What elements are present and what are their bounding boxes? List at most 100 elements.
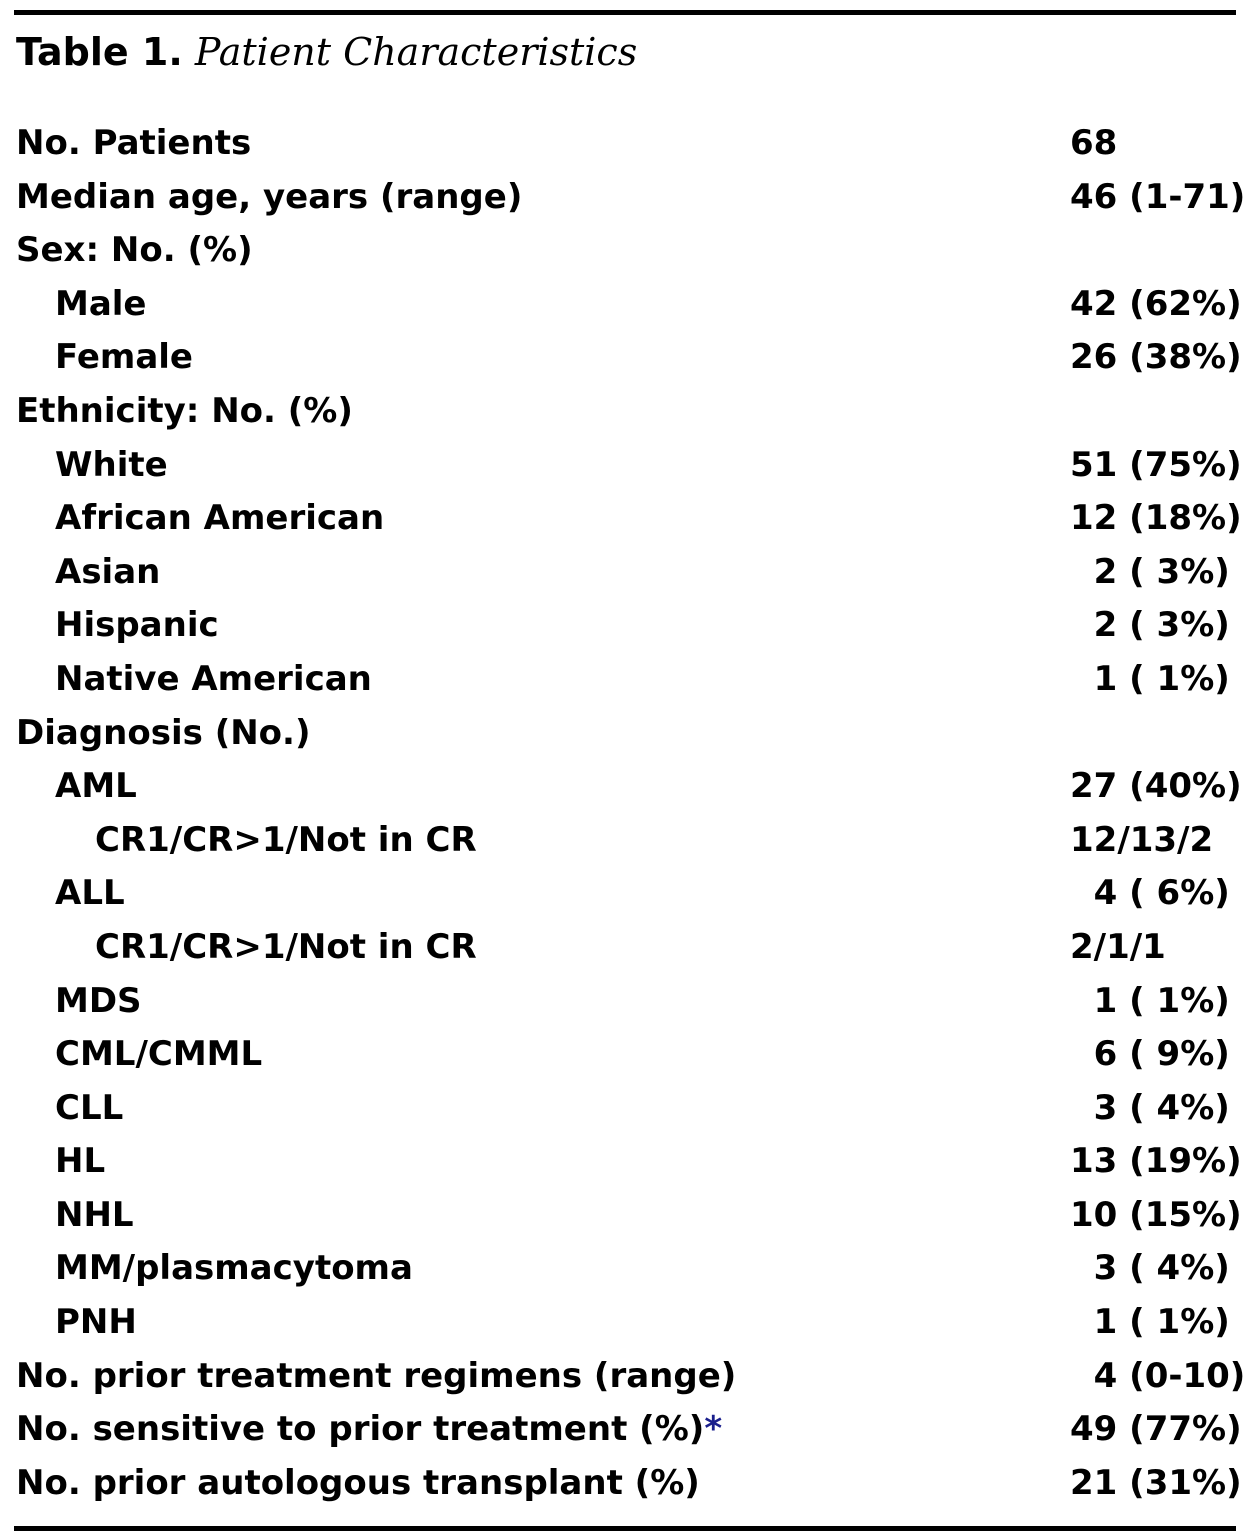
table-row: ALL 4 ( 6%) xyxy=(0,867,1248,921)
row-value: 13 (19%) xyxy=(1070,1141,1242,1182)
row-label: Sex: No. (%) xyxy=(16,224,253,278)
table-row: PNH 1 ( 1%) xyxy=(0,1296,1248,1350)
row-label-text: CR1/CR>1/Not in CR xyxy=(95,819,477,860)
table-row: Asian 2 ( 3%) xyxy=(0,546,1248,600)
row-label-text: No. sensitive to prior treatment (%) xyxy=(16,1409,705,1450)
row-label-text: Ethnicity: No. (%) xyxy=(16,390,353,431)
row-label-text: CML/CMML xyxy=(55,1034,263,1075)
row-value: 6 ( 9%) xyxy=(1070,1034,1230,1075)
row-value: 46 (1-71) xyxy=(1070,176,1246,217)
row-value: 1 ( 1%) xyxy=(1070,658,1230,699)
row-label: NHL xyxy=(55,1189,134,1243)
row-value: 12 (18%) xyxy=(1070,498,1242,539)
row-label-text: Diagnosis (No.) xyxy=(16,712,311,753)
row-label: White xyxy=(55,439,168,493)
table-row: CR1/CR>1/Not in CR 12/13/2 xyxy=(0,814,1248,868)
row-value: 2/1/1 xyxy=(1070,926,1166,967)
table-row: AML 27 (40%) xyxy=(0,760,1248,814)
row-label-text: Sex: No. (%) xyxy=(16,230,253,271)
row-value: 2 ( 3%) xyxy=(1070,605,1230,646)
table-row: NHL 10 (15%) xyxy=(0,1189,1248,1243)
row-label-text: No. Patients xyxy=(16,123,252,163)
row-label: CML/CMML xyxy=(55,1028,262,1082)
table-row: No. prior treatment regimens (range) 4 (… xyxy=(0,1350,1248,1404)
row-label-text: Median age, years (range) xyxy=(16,176,523,217)
row-label: HL xyxy=(55,1135,105,1189)
row-value: 27 (40%) xyxy=(1070,766,1242,807)
row-label: MDS xyxy=(55,975,142,1029)
table-row: African American 12 (18%) xyxy=(0,492,1248,546)
row-label-text: AML xyxy=(55,766,137,807)
table-row: CLL 3 ( 4%) xyxy=(0,1082,1248,1136)
row-label-text: CR1/CR>1/Not in CR xyxy=(95,926,477,967)
row-value: 1 ( 1%) xyxy=(1070,980,1230,1021)
row-label-text: ALL xyxy=(55,873,125,914)
row-label-text: Male xyxy=(55,283,147,324)
table-row: Hispanic 2 ( 3%) xyxy=(0,599,1248,653)
row-value: 4 (0-10) xyxy=(1070,1355,1246,1396)
row-label: Ethnicity: No. (%) xyxy=(16,385,353,439)
row-label-text: No. prior treatment regimens (range) xyxy=(16,1355,737,1396)
row-value: 21 (31%) xyxy=(1070,1462,1242,1503)
row-label-text: CLL xyxy=(55,1087,124,1128)
row-value: 42 (62%) xyxy=(1070,283,1242,324)
row-label-text: Asian xyxy=(55,551,161,592)
table-caption: Table 1. Patient Characteristics xyxy=(16,28,637,76)
row-label-text: Female xyxy=(55,337,193,378)
row-label: Female xyxy=(55,331,193,385)
characteristics-table: No. Patients 68 Median age, years (range) 4… xyxy=(0,117,1248,1510)
row-value: 1 ( 1%) xyxy=(1070,1302,1230,1343)
row-label: No. Patients xyxy=(16,117,251,171)
row-label: African American xyxy=(55,492,384,546)
table-row: Diagnosis (No.) xyxy=(0,707,1248,761)
row-value: 12/13/2 xyxy=(1070,819,1214,860)
row-label: MM/plasmacytoma xyxy=(55,1242,413,1296)
table-row: No. prior autologous transplant (%) 21 (3… xyxy=(0,1457,1248,1511)
footnote-marker: * xyxy=(704,1409,723,1450)
table-row: No. sensitive to prior treatment (%)* 49 … xyxy=(0,1403,1248,1457)
row-label-text: African American xyxy=(55,498,385,539)
row-label: No. prior autologous transplant (%) xyxy=(16,1457,700,1511)
row-label-text: Native American xyxy=(55,658,372,699)
table-row: CR1/CR>1/Not in CR 2/1/1 xyxy=(0,921,1248,975)
row-value: 3 ( 4%) xyxy=(1070,1087,1230,1128)
row-value: 26 (38%) xyxy=(1070,337,1242,378)
table-row: Median age, years (range) 46 (1-71) xyxy=(0,171,1248,225)
row-value: 2 ( 3%) xyxy=(1070,551,1230,592)
row-label: Male xyxy=(55,278,147,332)
row-label-text: NHL xyxy=(55,1194,134,1235)
row-label: CLL xyxy=(55,1082,123,1136)
row-label: Asian xyxy=(55,546,160,600)
row-value: 68 xyxy=(1070,123,1118,163)
table-row: MM/plasmacytoma 3 ( 4%) xyxy=(0,1242,1248,1296)
table-row: MDS 1 ( 1%) xyxy=(0,975,1248,1029)
row-label-text: Hispanic xyxy=(55,605,219,646)
table-number: Table 1. xyxy=(16,30,183,74)
row-label: Hispanic xyxy=(55,599,219,653)
row-label: Diagnosis (No.) xyxy=(16,707,311,761)
row-label: No. sensitive to prior treatment (%)* xyxy=(16,1403,722,1457)
row-label-text: No. prior autologous transplant (%) xyxy=(16,1462,700,1503)
table-row: Sex: No. (%) xyxy=(0,224,1248,278)
row-label: CR1/CR>1/Not in CR xyxy=(95,921,477,975)
row-label: Native American xyxy=(55,653,372,707)
row-label-text: MM/plasmacytoma xyxy=(55,1248,413,1289)
table-row: Ethnicity: No. (%) xyxy=(0,385,1248,439)
table-row: White 51 (75%) xyxy=(0,439,1248,493)
row-label: No. prior treatment regimens (range) xyxy=(16,1350,736,1404)
table-row: No. Patients 68 xyxy=(0,117,1248,171)
table-row: Male 42 (62%) xyxy=(0,278,1248,332)
table-row: Native American 1 ( 1%) xyxy=(0,653,1248,707)
table-top-rule xyxy=(14,10,1236,15)
row-label-text: PNH xyxy=(55,1302,137,1343)
row-value: 3 ( 4%) xyxy=(1070,1248,1230,1289)
row-label: CR1/CR>1/Not in CR xyxy=(95,814,477,868)
row-label: Median age, years (range) xyxy=(16,171,522,225)
row-label-text: MDS xyxy=(55,980,142,1021)
table-row: CML/CMML 6 ( 9%) xyxy=(0,1028,1248,1082)
row-label: ALL xyxy=(55,867,125,921)
row-value: 4 ( 6%) xyxy=(1070,873,1230,914)
row-label-text: HL xyxy=(55,1141,106,1182)
table-row: Female 26 (38%) xyxy=(0,331,1248,385)
table-row: HL 13 (19%) xyxy=(0,1135,1248,1189)
